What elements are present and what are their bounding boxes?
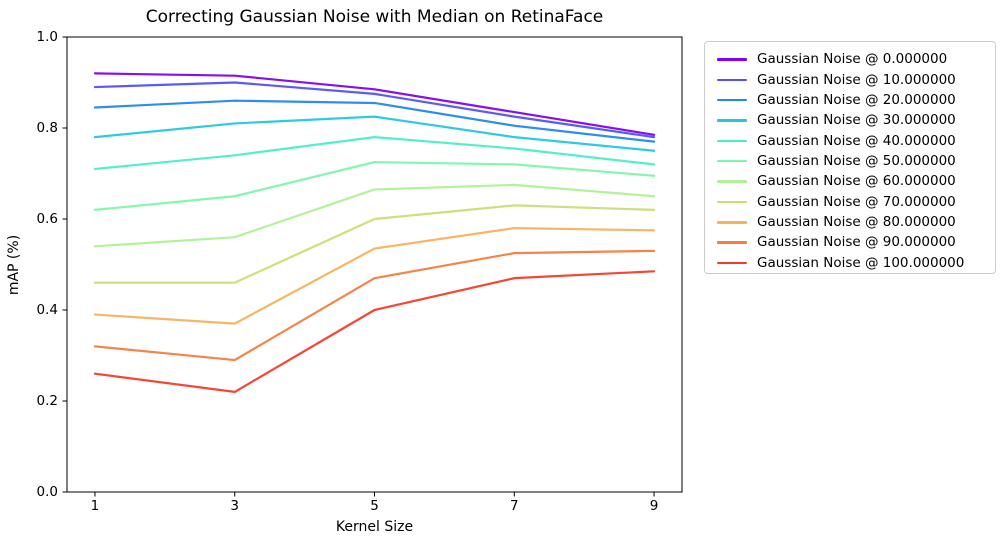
legend-line-swatch	[717, 57, 747, 61]
chart-title: Correcting Gaussian Noise with Median on…	[145, 7, 604, 27]
legend-item-9: Gaussian Noise @ 90.000000	[717, 232, 995, 252]
legend-label: Gaussian Noise @ 10.000000	[757, 71, 956, 88]
legend-item-2: Gaussian Noise @ 20.000000	[717, 90, 995, 110]
legend-line-swatch	[717, 139, 747, 143]
legend-line-swatch	[717, 159, 747, 163]
y-tick-label-0: 0.0	[36, 484, 58, 500]
legend-label: Gaussian Noise @ 20.000000	[757, 91, 956, 108]
series-line-1	[93, 81, 656, 139]
y-tick-label-2: 0.4	[36, 302, 58, 318]
legend-item-6: Gaussian Noise @ 60.000000	[717, 171, 995, 191]
y-tick-label-4: 0.8	[36, 120, 58, 136]
series-line-6	[93, 183, 656, 248]
legend-label: Gaussian Noise @ 100.000000	[757, 254, 965, 271]
legend: Gaussian Noise @ 0.000000 Gaussian Noise …	[704, 41, 996, 274]
legend-line-swatch	[717, 261, 747, 265]
x-tick-label-2: 5	[370, 498, 379, 514]
legend-label: Gaussian Noise @ 0.000000	[757, 51, 948, 68]
x-tick-label-4: 9	[649, 498, 659, 514]
legend-line-swatch	[717, 98, 747, 102]
legend-item-4: Gaussian Noise @ 40.000000	[717, 130, 995, 150]
y-tick-label-3: 0.6	[36, 211, 58, 227]
x-tick-label-3: 7	[509, 498, 519, 514]
legend-line-swatch	[717, 220, 747, 224]
series-line-9	[93, 249, 656, 362]
legend-item-0: Gaussian Noise @ 0.000000	[717, 49, 995, 69]
series-line-3	[93, 115, 656, 152]
legend-item-1: Gaussian Noise @ 10.000000	[717, 69, 995, 89]
legend-label: Gaussian Noise @ 80.000000	[757, 214, 956, 231]
legend-label: Gaussian Noise @ 70.000000	[757, 193, 956, 210]
legend-line-swatch	[717, 179, 747, 183]
series-line-0	[93, 72, 656, 136]
series-line-2	[93, 99, 656, 143]
legend-item-3: Gaussian Noise @ 30.000000	[717, 110, 995, 130]
series-line-8	[93, 227, 656, 325]
legend-line-swatch	[717, 118, 747, 122]
legend-item-8: Gaussian Noise @ 80.000000	[717, 212, 995, 232]
legend-item-5: Gaussian Noise @ 50.000000	[717, 151, 995, 171]
legend-item-7: Gaussian Noise @ 70.000000	[717, 192, 995, 212]
x-axis-label: Kernel Size	[335, 519, 414, 535]
series-line-7	[93, 204, 656, 284]
legend-label: Gaussian Noise @ 60.000000	[757, 173, 956, 190]
legend-item-10: Gaussian Noise @ 100.000000	[717, 253, 995, 273]
legend-label: Gaussian Noise @ 40.000000	[757, 132, 956, 149]
legend-line-swatch	[717, 78, 747, 82]
y-tick-label-5: 1.0	[36, 29, 58, 45]
legend-line-swatch	[717, 200, 747, 204]
x-tick-label-1: 3	[230, 498, 240, 514]
legend-line-swatch	[717, 240, 747, 244]
legend-label: Gaussian Noise @ 50.000000	[757, 152, 956, 169]
series-line-4	[93, 136, 656, 171]
series-line-5	[93, 161, 656, 211]
series-line-10	[93, 270, 656, 393]
x-tick-label-0: 1	[90, 498, 100, 514]
legend-label: Gaussian Noise @ 90.000000	[757, 234, 956, 251]
legend-label: Gaussian Noise @ 30.000000	[757, 112, 956, 129]
y-tick-label-1: 0.2	[36, 393, 58, 409]
